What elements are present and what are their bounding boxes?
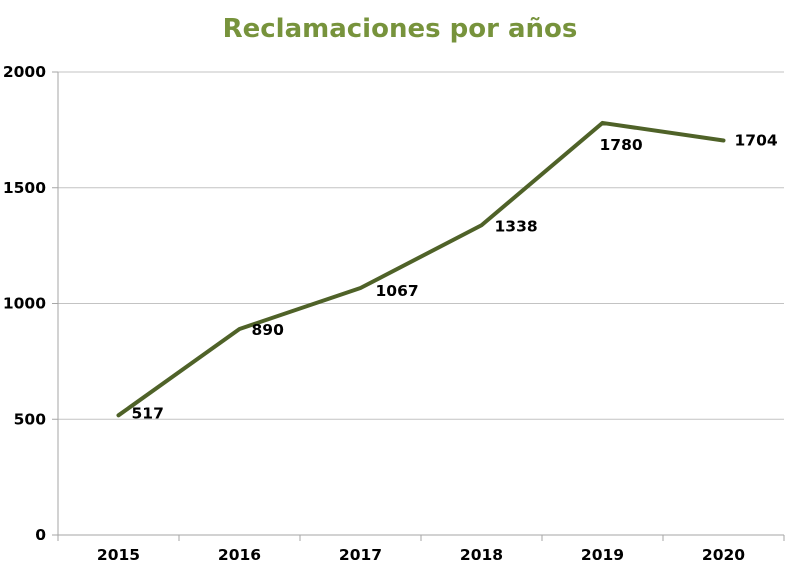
data-series-line	[116, 120, 726, 418]
y-tick-label: 500	[14, 410, 47, 428]
y-tick-label: 0	[35, 526, 46, 544]
x-tick-label: 2015	[97, 546, 140, 564]
x-tick-label: 2020	[702, 546, 745, 564]
data-point-label: 1067	[376, 282, 419, 300]
data-point-label: 890	[252, 321, 285, 339]
x-tick-label: 2016	[218, 546, 261, 564]
data-point-label: 1704	[735, 132, 778, 150]
y-tick-label: 1000	[3, 295, 46, 313]
x-tick-label: 2017	[339, 546, 382, 564]
x-tick-label: 2019	[581, 546, 624, 564]
data-point-label: 1780	[600, 136, 643, 154]
y-tick-label: 2000	[3, 63, 46, 81]
data-point-label: 1338	[495, 217, 538, 235]
data-point-label: 517	[132, 404, 164, 422]
chart-title: Reclamaciones por años	[222, 14, 578, 44]
x-tick-label: 2018	[460, 546, 503, 564]
y-tick-label: 1500	[3, 179, 46, 197]
